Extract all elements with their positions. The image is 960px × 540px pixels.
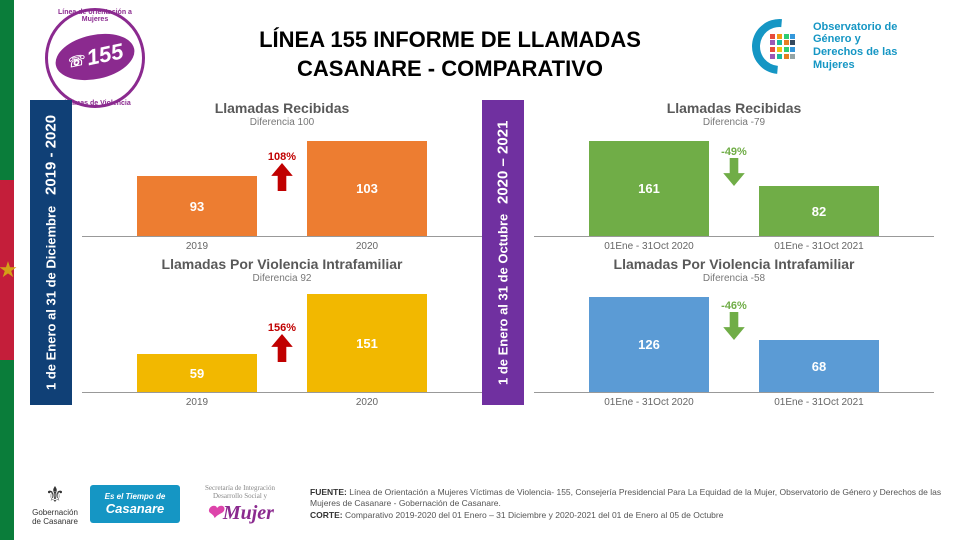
observatorio-logo: Observatorio de Género y Derechos de las… (752, 16, 942, 76)
logo-155: Línea de orientación a Mujeres Víctimas … (40, 13, 150, 98)
bar: 151 (307, 294, 427, 392)
pct-arrow: 156% (257, 322, 307, 362)
mujer-l2: ❤Mujer (206, 500, 274, 525)
chart-intra-2: Llamadas Por Violencia Intrafamiliar Dif… (534, 256, 934, 406)
period2-range: 1 de Enero al 31 de Octubre (496, 214, 511, 385)
bar-wrap: 16101Ene - 31Oct 2020 (589, 141, 709, 236)
period1-years: 2019 - 2020 (43, 115, 60, 195)
footer: ⚜ Gobernación de Casanare Es el Tiempo d… (30, 474, 945, 534)
pct-value: 156% (257, 322, 307, 334)
title-line2: CASANARE - COMPARATIVO (200, 55, 700, 84)
fuente-text: Línea de Orientación a Mujeres Víctimas … (310, 487, 941, 508)
mujer-logo: Secretaría de Integración Desarrollo Soc… (190, 482, 290, 527)
mujer-text: Mujer (223, 502, 274, 524)
chart-intra-1: Llamadas Por Violencia Intrafamiliar Dif… (82, 256, 482, 406)
bar-wrap: 12601Ene - 31Oct 2020 (589, 297, 709, 392)
bar-wrap: 1512020 (307, 294, 427, 392)
obs-l1: Observatorio de (813, 21, 897, 34)
pct-arrow: -46% (709, 300, 759, 340)
chart-subtitle: Diferencia 92 (82, 273, 482, 284)
bar: 59 (137, 354, 257, 392)
chart-area: 16101Ene - 31Oct 2020 8201Ene - 31Oct 202… (534, 132, 934, 237)
charts-col-1: Llamadas Recibidas Diferencia 100 932019… (72, 100, 482, 440)
chart-title: Llamadas Por Violencia Intrafamiliar (82, 256, 482, 272)
period2-years: 2020 – 2021 (495, 120, 512, 203)
bar-label: 01Ene - 31Oct 2021 (619, 397, 960, 408)
chart-title: Llamadas Recibidas (82, 100, 482, 116)
pct-value: -49% (709, 146, 759, 158)
chart-area: 592019 1512020 156% (82, 288, 482, 393)
chart-recibidas-1: Llamadas Recibidas Diferencia 100 932019… (82, 100, 482, 250)
mujer-l1: Secretaría de Integración Desarrollo Soc… (190, 484, 290, 500)
pct-value: 108% (257, 151, 307, 163)
title-line1: LÍNEA 155 INFORME DE LLAMADAS (200, 26, 700, 55)
tiempo-l2: Casanare (106, 501, 165, 516)
tiempo-l1: Es el Tiempo de (105, 492, 166, 501)
bar: 68 (759, 340, 879, 392)
period-bar-2: 1 de Enero al 31 de Octubre 2020 – 2021 (482, 100, 524, 405)
corte-label: CORTE: (310, 510, 343, 520)
casanare-logo: ⚜ Gobernación de Casanare (30, 482, 80, 527)
period-bar-1: 1 de Enero al 31 de Diciembre 2019 - 202… (30, 100, 72, 405)
bar-label: 01Ene - 31Oct 2021 (619, 241, 960, 252)
phone-icon: ☏ (65, 51, 86, 71)
pct-arrow: 108% (257, 151, 307, 191)
chart-title: Llamadas Recibidas (534, 100, 934, 116)
corte-text: Comparativo 2019-2020 del 01 Enero – 31 … (345, 510, 724, 520)
bar: 103 (307, 141, 427, 236)
casanare-text: Gobernación de Casanare (30, 508, 80, 526)
fuente-label: FUENTE: (310, 487, 347, 497)
ring-text-top: Línea de orientación a Mujeres (48, 9, 142, 23)
chart-title: Llamadas Por Violencia Intrafamiliar (534, 256, 934, 272)
pct-arrow: -49% (709, 146, 759, 186)
bar-wrap: 1032020 (307, 141, 427, 236)
chart-area: 932019 1032020 108% (82, 132, 482, 237)
shield-icon: ⚜ (45, 482, 65, 508)
bar-wrap: 592019 (137, 354, 257, 392)
bar-wrap: 932019 (137, 176, 257, 236)
heart-icon: ❤ (206, 502, 223, 524)
bar: 126 (589, 297, 709, 392)
number-155: 155 (84, 38, 125, 71)
obs-l2: Género y (813, 33, 897, 46)
bar-wrap: 6801Ene - 31Oct 2021 (759, 340, 879, 392)
tiempo-logo: Es el Tiempo de Casanare (90, 485, 180, 523)
obs-dots-icon (770, 34, 796, 60)
footer-text: FUENTE: Línea de Orientación a Mujeres V… (310, 487, 945, 521)
main-content: 1 de Enero al 31 de Diciembre 2019 - 202… (30, 100, 940, 440)
pct-value: -46% (709, 300, 759, 312)
page-title: LÍNEA 155 INFORME DE LLAMADAS CASANARE -… (200, 26, 700, 83)
chart-area: 12601Ene - 31Oct 2020 6801Ene - 31Oct 202… (534, 288, 934, 393)
chart-subtitle: Diferencia 100 (82, 117, 482, 128)
bar: 82 (759, 186, 879, 236)
chart-subtitle: Diferencia -79 (534, 117, 934, 128)
bar: 161 (589, 141, 709, 236)
chart-subtitle: Diferencia -58 (534, 273, 934, 284)
charts-col-2: Llamadas Recibidas Diferencia -79 16101E… (524, 100, 934, 440)
header: Línea de orientación a Mujeres Víctimas … (0, 8, 960, 98)
bar-wrap: 8201Ene - 31Oct 2021 (759, 186, 879, 236)
star-icon: ★ (0, 260, 18, 280)
obs-text: Observatorio de Género y Derechos de las… (813, 21, 897, 72)
obs-l3: Derechos de las (813, 46, 897, 59)
period1-range: 1 de Enero al 31 de Diciembre (44, 205, 59, 389)
bar: 93 (137, 176, 257, 236)
obs-l4: Mujeres (813, 59, 897, 72)
chart-recibidas-2: Llamadas Recibidas Diferencia -79 16101E… (534, 100, 934, 250)
